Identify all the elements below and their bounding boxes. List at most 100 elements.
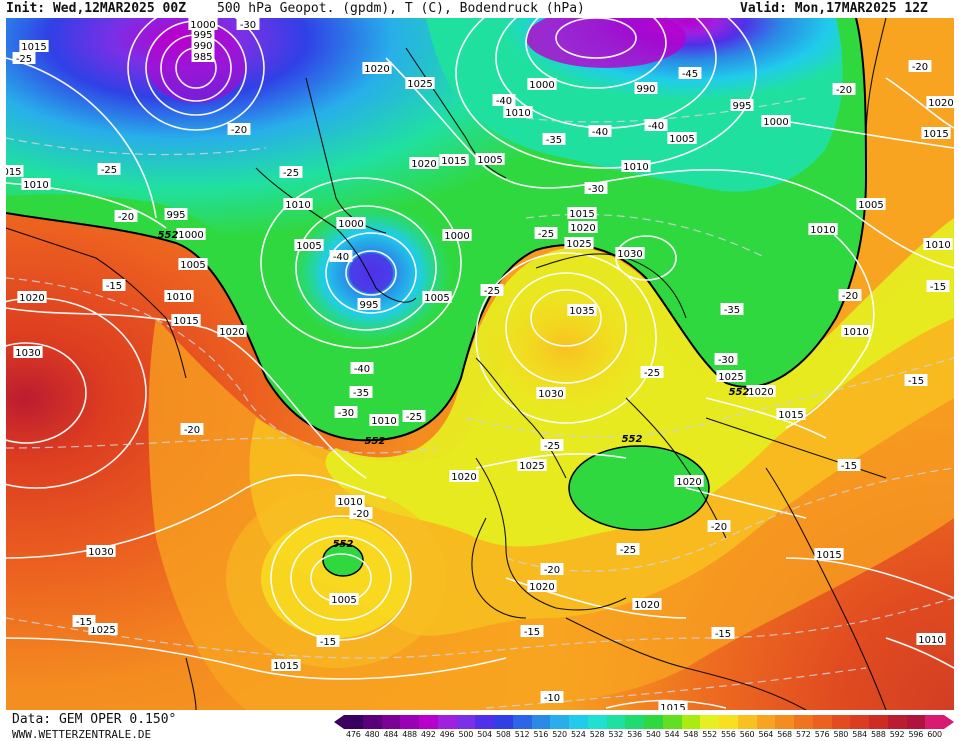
legend-swatch [381, 715, 401, 729]
pressure-label-text: 1015 [173, 316, 198, 327]
pressure-label: 1010 [916, 633, 946, 646]
pressure-label-box [916, 633, 946, 645]
pressure-label-box [517, 459, 547, 471]
pressure-label-box [369, 414, 399, 426]
pressure-label: 1020 [362, 62, 392, 75]
pressure-label-text: 1005 [424, 293, 449, 304]
pressure-label-box [921, 127, 951, 139]
temperature-label: -40 [350, 362, 374, 375]
pressure-label: 1025 [405, 77, 435, 90]
pressure-label-text: 1010 [371, 416, 396, 427]
temperature-label-box [97, 163, 121, 175]
pressure-label-text: 015 [6, 167, 22, 178]
temperature-label-text: -30 [240, 20, 256, 31]
pressure-label-text: 1005 [477, 155, 502, 166]
temperature-label: -15 [837, 459, 861, 472]
pressure-label-text: 1000 [338, 219, 363, 230]
pressure-label-text: 1015 [569, 209, 594, 220]
pressure-label-text: 1030 [88, 547, 113, 558]
init-time: Init: Wed,12MAR2025 00Z [6, 1, 186, 16]
temperature-label-text: -35 [546, 135, 562, 146]
temperature-label-text: -15 [76, 617, 92, 628]
legend-value: 484 [383, 730, 399, 739]
pressure-label: 1010 [369, 414, 399, 427]
pressure-label-box [191, 39, 215, 51]
temperature-label-text: -30 [588, 184, 604, 195]
legend-value: 584 [852, 730, 867, 739]
temperature-label-text: -40 [354, 364, 370, 375]
temperature-label-box [584, 182, 608, 194]
temperature-label-box [540, 563, 564, 575]
temperature-label-text: -20 [836, 85, 852, 96]
pressure-label-text: 1025 [519, 461, 544, 472]
temperature-label-text: -40 [496, 96, 512, 107]
temperature-label-box [227, 123, 251, 135]
temperature-labels: -30 -25 -45 -20 -20 -40 -35 -40 -40 -20 -25 -25 -30 -… [12, 18, 950, 704]
legend-swatch [925, 715, 944, 729]
pressure-label-text: 1020 [451, 472, 476, 483]
pressure-label-box [422, 291, 452, 303]
legend-value: 508 [496, 730, 511, 739]
temperature-label: -25 [640, 366, 664, 379]
temperature-label-box [644, 119, 668, 131]
temperature-label-box [316, 635, 340, 647]
temperature-label-text: -25 [620, 545, 636, 556]
temperature-label-box [616, 543, 640, 555]
pressure-label-box [171, 314, 201, 326]
legend-swatch [512, 715, 532, 729]
pressure-label-box [271, 659, 301, 671]
pressure-label-text: 1020 [529, 582, 554, 593]
pressure-label: 1025 [517, 459, 547, 472]
pressure-label-text: 1015 [441, 156, 466, 167]
pressure-label-box [294, 239, 324, 251]
pressure-label: 1030 [536, 387, 566, 400]
pressure-label: 1010 [841, 325, 871, 338]
temperature-label-box [540, 439, 564, 451]
pressure-label-text: 985 [193, 52, 212, 63]
legend-swatch [850, 715, 869, 729]
temperature-label: -35 [542, 133, 566, 146]
legend-swatch [812, 715, 832, 729]
temperature-label-text: -25 [644, 368, 660, 379]
pressure-label: 1030 [86, 545, 116, 558]
pressure-label-text: 1020 [928, 98, 953, 109]
height-label: 552 [365, 436, 386, 447]
color-legend-labels: 476 480 484 488 492 496 500 504 508 512 516 520 524 5… [344, 730, 944, 740]
pressure-label-text: 1020 [748, 387, 773, 398]
temperature-label-box [838, 289, 862, 301]
pressure-label-box [442, 229, 472, 241]
temperature-label-box [114, 210, 138, 222]
pressure-label-text: 1000 [529, 80, 554, 91]
temperature-label-box [72, 615, 96, 627]
temperature-label: -20 [540, 563, 564, 576]
pressure-label-text: 1000 [190, 20, 215, 31]
pressure-label-text: 1000 [178, 230, 203, 241]
pressure-label: 1015 [567, 207, 597, 220]
legend-value: 572 [796, 730, 811, 739]
temperature-label-box [329, 250, 353, 262]
pressure-label-text: 1010 [505, 108, 530, 119]
temperature-label-text: -25 [406, 412, 422, 423]
coastlines [6, 18, 887, 710]
temperature-label-box [707, 520, 731, 532]
temperature-label: -25 [279, 166, 303, 179]
legend-swatch [831, 715, 851, 729]
pressure-label: 1020 [926, 96, 954, 109]
pressure-label-text: 1005 [331, 595, 356, 606]
temperature-label: -25 [12, 52, 36, 65]
legend-value: 504 [477, 730, 492, 739]
temperature-label-text: -35 [724, 305, 740, 316]
pressure-label-box [814, 548, 844, 560]
pressure-label-box [217, 325, 247, 337]
temperature-label: -30 [236, 18, 260, 31]
temperature-label-text: -40 [648, 121, 664, 132]
pressure-label: 1020 [632, 598, 662, 611]
temperature-label-text: -20 [184, 425, 200, 436]
pressure-label-text: 995 [166, 210, 185, 221]
temperature-label: -20 [832, 83, 856, 96]
temperature-label: -10 [540, 691, 564, 704]
pressure-label-box [283, 198, 313, 210]
pressure-label-box [746, 385, 776, 397]
